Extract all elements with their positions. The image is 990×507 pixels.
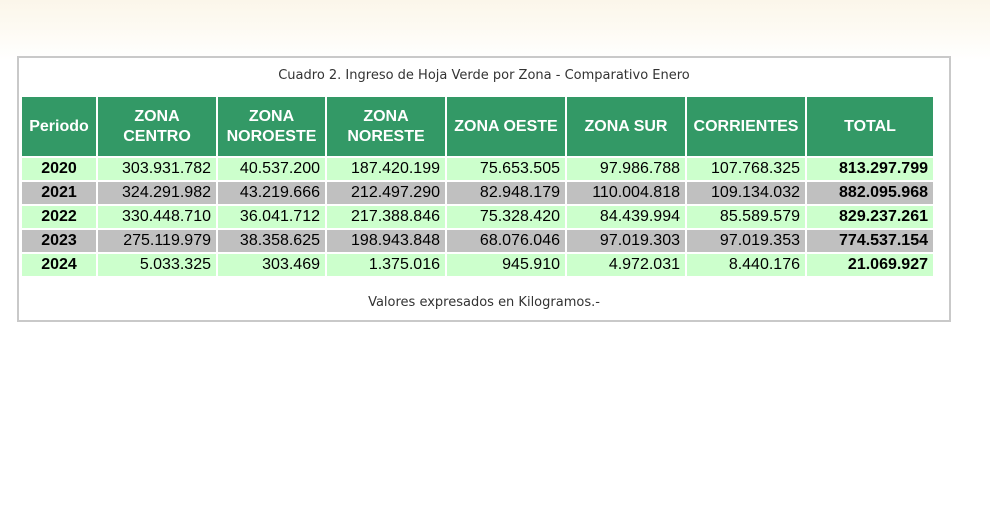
cell-zona-oeste: 82.948.179 [447,182,565,204]
cell-periodo: 2022 [22,206,96,228]
cell-corrientes: 107.768.325 [687,158,805,180]
cell-zona-noroeste: 43.219.666 [218,182,325,204]
cell-periodo: 2023 [22,230,96,252]
cell-total: 813.297.799 [807,158,933,180]
cell-total: 829.237.261 [807,206,933,228]
cell-zona-noreste: 217.388.846 [327,206,445,228]
table-row: 2020 303.931.782 40.537.200 187.420.199 … [22,158,933,180]
cell-zona-noroeste: 303.469 [218,254,325,276]
cell-zona-sur: 110.004.818 [567,182,685,204]
cell-zona-noreste: 212.497.290 [327,182,445,204]
cell-total: 21.069.927 [807,254,933,276]
table-card: Cuadro 2. Ingreso de Hoja Verde por Zona… [17,56,951,322]
column-header-zona-sur: ZONA SUR [567,97,685,156]
header-row: Periodo ZONA CENTRO ZONA NOROESTE ZONA N… [22,97,933,156]
cell-zona-noreste: 198.943.848 [327,230,445,252]
cell-zona-centro: 324.291.982 [98,182,216,204]
cell-corrientes: 109.134.032 [687,182,805,204]
table-row: 2024 5.033.325 303.469 1.375.016 945.910… [22,254,933,276]
column-header-total: TOTAL [807,97,933,156]
column-header-zona-centro: ZONA CENTRO [98,97,216,156]
cell-corrientes: 85.589.579 [687,206,805,228]
cell-zona-centro: 275.119.979 [98,230,216,252]
cell-zona-oeste: 75.653.505 [447,158,565,180]
cell-zona-sur: 97.986.788 [567,158,685,180]
cell-corrientes: 8.440.176 [687,254,805,276]
table-caption: Cuadro 2. Ingreso de Hoja Verde por Zona… [278,68,690,83]
cell-total: 774.537.154 [807,230,933,252]
cell-zona-oeste: 75.328.420 [447,206,565,228]
cell-zona-centro: 330.448.710 [98,206,216,228]
cell-periodo: 2021 [22,182,96,204]
cell-zona-sur: 97.019.303 [567,230,685,252]
cell-zona-noroeste: 36.041.712 [218,206,325,228]
table-row: 2021 324.291.982 43.219.666 212.497.290 … [22,182,933,204]
column-header-corrientes: CORRIENTES [687,97,805,156]
data-table: Periodo ZONA CENTRO ZONA NOROESTE ZONA N… [20,95,935,278]
table-row: 2022 330.448.710 36.041.712 217.388.846 … [22,206,933,228]
cell-zona-noroeste: 38.358.625 [218,230,325,252]
column-header-zona-noreste: ZONA NORESTE [327,97,445,156]
cell-zona-oeste: 945.910 [447,254,565,276]
column-header-zona-noroeste: ZONA NOROESTE [218,97,325,156]
cell-corrientes: 97.019.353 [687,230,805,252]
table-footnote: Valores expresados en Kilogramos.- [368,295,600,310]
cell-zona-oeste: 68.076.046 [447,230,565,252]
cell-periodo: 2024 [22,254,96,276]
cell-zona-sur: 4.972.031 [567,254,685,276]
cell-total: 882.095.968 [807,182,933,204]
cell-zona-centro: 303.931.782 [98,158,216,180]
cell-zona-sur: 84.439.994 [567,206,685,228]
column-header-zona-oeste: ZONA OESTE [447,97,565,156]
cell-zona-noreste: 187.420.199 [327,158,445,180]
column-header-periodo: Periodo [22,97,96,156]
cell-zona-noreste: 1.375.016 [327,254,445,276]
cell-zona-centro: 5.033.325 [98,254,216,276]
cell-periodo: 2020 [22,158,96,180]
table-row: 2023 275.119.979 38.358.625 198.943.848 … [22,230,933,252]
cell-zona-noroeste: 40.537.200 [218,158,325,180]
background-glow [0,0,990,60]
